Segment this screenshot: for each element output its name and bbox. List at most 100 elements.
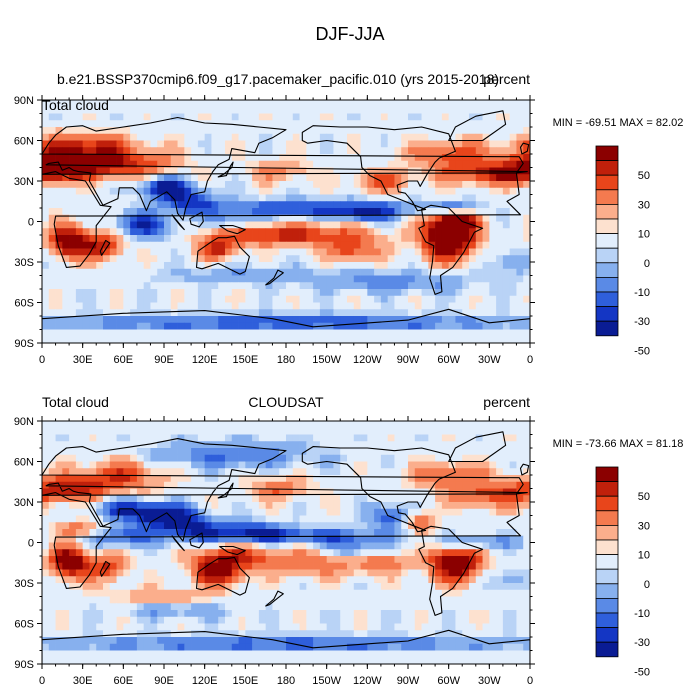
contour-cell: [340, 488, 348, 496]
contour-cell: [116, 488, 124, 496]
contour-cell: [489, 336, 497, 343]
contour-cell: [299, 441, 307, 449]
contour-cell: [353, 106, 361, 114]
contour-cell: [211, 221, 219, 229]
contour-cell: [150, 106, 158, 114]
contour-cell: [353, 495, 361, 503]
contour-cell: [313, 194, 321, 202]
contour-cell: [455, 140, 463, 148]
contour-cell: [374, 603, 382, 611]
contour-cell: [496, 214, 504, 222]
contour-cell: [489, 434, 497, 442]
contour-cell: [292, 235, 300, 243]
contour-cell: [340, 181, 348, 189]
contour-cell: [42, 241, 50, 249]
contour-cell: [286, 448, 294, 456]
contour-cell: [184, 133, 192, 141]
contour-cell: [428, 255, 436, 263]
contour-cell: [502, 461, 511, 469]
contour-cell: [428, 502, 436, 510]
contour-cell: [319, 549, 328, 557]
contour-cell: [184, 221, 192, 229]
contour-cell: [164, 201, 172, 209]
contour-cell: [218, 235, 226, 243]
contour-cell: [238, 603, 246, 611]
contour-cell: [245, 603, 253, 611]
contour-cell: [150, 208, 158, 216]
contour-cell: [326, 221, 334, 229]
contour-cell: [475, 127, 483, 135]
contour-cell: [265, 481, 273, 489]
contour-cell: [489, 475, 497, 483]
contour-cell: [353, 214, 361, 222]
contour-cell: [177, 508, 185, 516]
contour-cell: [130, 268, 138, 276]
contour-cell: [42, 309, 50, 317]
contour-cell: [360, 214, 368, 222]
contour-cell: [177, 282, 185, 290]
contour-cell: [197, 441, 206, 449]
contour-cell: [143, 100, 151, 108]
contour-cell: [326, 309, 334, 317]
colorbar-box: [595, 203, 619, 220]
contour-cell: [340, 535, 348, 543]
contour-cell: [367, 154, 375, 162]
contour-cell: [394, 275, 402, 283]
contour-cell: [421, 508, 429, 516]
contour-cell: [42, 316, 50, 324]
contour-cell: [387, 187, 395, 195]
contour-cell: [164, 441, 172, 449]
contour-cell: [353, 167, 361, 175]
contour-cell: [306, 515, 314, 523]
contour-cell: [89, 255, 97, 263]
contour-cell: [394, 235, 402, 243]
contour-cell: [75, 461, 84, 469]
contour-cell: [455, 295, 463, 303]
contour-cell: [177, 603, 185, 611]
contour-cell: [157, 289, 165, 297]
contour-cell: [482, 262, 490, 270]
contour-cell: [292, 214, 300, 222]
contour-cell: [292, 187, 300, 195]
contour-cell: [130, 241, 138, 249]
contour-cell: [184, 241, 192, 249]
contour-cell: [374, 106, 382, 114]
contour-cell: [82, 522, 90, 530]
contour-cell: [435, 316, 443, 324]
contour-cell: [367, 160, 375, 168]
contour-cell: [299, 336, 307, 343]
contour-cell: [211, 289, 219, 297]
contour-cell: [96, 120, 104, 128]
contour-cell: [380, 228, 389, 236]
contour-cell: [204, 583, 212, 591]
contour-cell: [123, 181, 131, 189]
contour-cell: [319, 241, 328, 249]
contour-cell: [252, 241, 260, 249]
contour-cell: [82, 127, 90, 135]
contour-cell: [469, 120, 477, 128]
contour-cell: [394, 147, 402, 155]
contour-cell: [313, 329, 321, 337]
contour-cell: [109, 228, 117, 236]
contour-cell: [184, 316, 192, 324]
contour-cell: [96, 187, 104, 195]
contour-cell: [408, 427, 416, 435]
contour-cell: [286, 522, 294, 530]
contour-cell: [258, 556, 267, 564]
contour-cell: [225, 174, 233, 182]
contour-cell: [313, 448, 321, 456]
contour-cell: [75, 174, 84, 182]
contour-cell: [455, 481, 463, 489]
contour-cell: [353, 529, 361, 537]
contour-cell: [516, 468, 524, 476]
contour-cell: [75, 535, 84, 543]
contour-cell: [197, 421, 206, 429]
contour-cell: [435, 113, 443, 121]
contour-cell: [326, 302, 334, 310]
contour-cell: [109, 529, 117, 537]
contour-cell: [360, 495, 368, 503]
contour-cell: [441, 214, 450, 222]
contour-cell: [150, 596, 158, 604]
contour-cell: [42, 106, 50, 114]
contour-cell: [231, 147, 239, 155]
